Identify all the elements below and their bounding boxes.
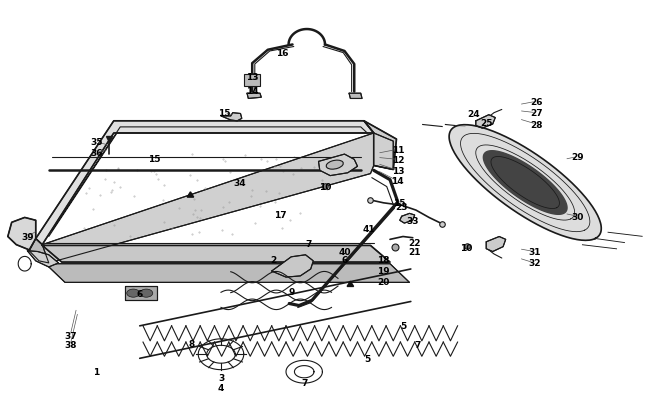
Polygon shape (272, 255, 313, 277)
Text: 25: 25 (480, 119, 493, 128)
Text: 39: 39 (21, 232, 34, 241)
Polygon shape (400, 214, 415, 224)
Text: 34: 34 (233, 179, 246, 188)
Text: 5: 5 (364, 354, 370, 363)
Text: 15: 15 (218, 109, 231, 118)
Text: 22: 22 (408, 239, 421, 247)
Polygon shape (364, 122, 396, 170)
Text: 3: 3 (218, 373, 224, 382)
Text: 21: 21 (408, 247, 421, 256)
Text: 8: 8 (188, 339, 195, 348)
Text: 18: 18 (377, 256, 390, 264)
Text: 17: 17 (274, 211, 287, 220)
Text: 11: 11 (391, 145, 404, 154)
Polygon shape (27, 251, 58, 267)
Text: 7: 7 (301, 378, 307, 387)
Text: 14: 14 (391, 177, 404, 186)
Polygon shape (486, 237, 506, 252)
Polygon shape (484, 151, 567, 215)
Text: 4: 4 (218, 383, 224, 392)
Text: 23: 23 (395, 203, 408, 212)
Text: 10: 10 (460, 243, 473, 252)
Text: 37: 37 (64, 331, 77, 340)
Circle shape (140, 289, 153, 297)
Text: 38: 38 (64, 341, 77, 350)
Polygon shape (187, 192, 194, 198)
Text: 7: 7 (414, 341, 421, 350)
Text: 27: 27 (530, 109, 543, 118)
Text: 12: 12 (391, 156, 404, 164)
Polygon shape (8, 218, 36, 250)
Text: 28: 28 (530, 120, 543, 129)
Polygon shape (42, 246, 390, 262)
Polygon shape (349, 94, 362, 99)
Text: 9: 9 (288, 287, 294, 296)
Text: 24: 24 (467, 110, 480, 119)
Text: 31: 31 (528, 247, 541, 256)
Text: 32: 32 (528, 259, 541, 268)
Text: 2: 2 (270, 256, 276, 264)
Polygon shape (221, 113, 242, 121)
Polygon shape (476, 115, 495, 129)
Polygon shape (38, 134, 393, 263)
Text: 30: 30 (571, 212, 584, 221)
Text: 5: 5 (400, 322, 406, 330)
Text: 15: 15 (393, 198, 406, 207)
Bar (244, 75, 260, 87)
Text: 13: 13 (246, 73, 259, 82)
Polygon shape (125, 286, 157, 301)
Polygon shape (318, 155, 358, 176)
Text: 10: 10 (318, 183, 332, 192)
Polygon shape (46, 264, 410, 283)
Text: 16: 16 (276, 49, 289, 58)
Text: 29: 29 (571, 153, 584, 162)
Circle shape (127, 289, 140, 297)
Text: 20: 20 (377, 277, 390, 286)
Text: 41: 41 (363, 224, 376, 233)
Text: 36: 36 (90, 149, 103, 158)
Text: 6: 6 (136, 289, 143, 298)
Ellipse shape (326, 161, 343, 170)
Polygon shape (36, 122, 374, 245)
Polygon shape (29, 239, 49, 263)
Text: 35: 35 (90, 138, 103, 147)
Text: 1: 1 (93, 367, 99, 376)
Text: 26: 26 (530, 98, 543, 107)
Text: 6: 6 (341, 256, 348, 264)
Text: 33: 33 (406, 216, 419, 225)
Text: 14: 14 (246, 87, 259, 96)
Text: 7: 7 (306, 239, 312, 248)
Text: 15: 15 (148, 154, 161, 163)
Polygon shape (247, 94, 261, 99)
Text: 40: 40 (338, 247, 351, 256)
Polygon shape (449, 126, 601, 241)
Text: 19: 19 (377, 266, 390, 275)
Polygon shape (347, 281, 354, 287)
Text: 13: 13 (391, 166, 404, 175)
